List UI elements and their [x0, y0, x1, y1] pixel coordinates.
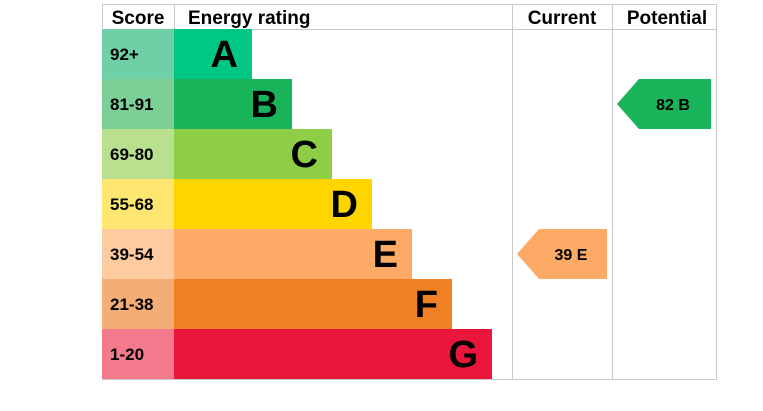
band-letter-d: D — [331, 184, 358, 226]
band-letter-g: G — [448, 334, 478, 376]
header-energy-rating: Energy rating — [188, 8, 310, 29]
band-bar-f — [174, 279, 452, 329]
score-label-f: 21-38 — [110, 295, 153, 314]
score-label-a: 92+ — [110, 45, 139, 64]
score-label-c: 69-80 — [110, 145, 153, 164]
band-letter-a: A — [211, 34, 238, 76]
score-cell-e — [102, 229, 174, 279]
band-letter-e: E — [373, 234, 398, 276]
potential-arrow — [617, 79, 711, 129]
rating-bands: 92+ A 81-91 B 69-80 C 55-68 D 39-54 E 21-38 F 1-20 G — [102, 29, 492, 379]
score-cell-g — [102, 329, 174, 379]
score-cell-b — [102, 79, 174, 129]
current-arrow — [517, 229, 607, 279]
potential-rating-label: 82 B — [656, 97, 690, 114]
current-rating-label: 39 E — [555, 247, 588, 264]
band-bar-c — [174, 129, 332, 179]
band-bar-e — [174, 229, 412, 279]
score-label-d: 55-68 — [110, 195, 153, 214]
header-score: Score — [112, 8, 165, 29]
rating-arrows: 39 E 82 B — [517, 79, 711, 279]
band-bar-d — [174, 179, 372, 229]
score-cell-c — [102, 129, 174, 179]
header-potential: Potential — [627, 8, 707, 29]
band-letter-f: F — [415, 284, 438, 326]
score-label-g: 1-20 — [110, 345, 144, 364]
band-letter-b: B — [251, 84, 278, 126]
header-current: Current — [528, 8, 597, 29]
band-bar-b — [174, 79, 292, 129]
score-cell-d — [102, 179, 174, 229]
band-bar-a — [174, 29, 252, 79]
score-cell-a — [102, 29, 174, 79]
score-label-e: 39-54 — [110, 245, 154, 264]
score-cell-f — [102, 279, 174, 329]
score-label-b: 81-91 — [110, 95, 153, 114]
band-bar-g — [174, 329, 492, 379]
band-letter-c: C — [291, 134, 318, 176]
